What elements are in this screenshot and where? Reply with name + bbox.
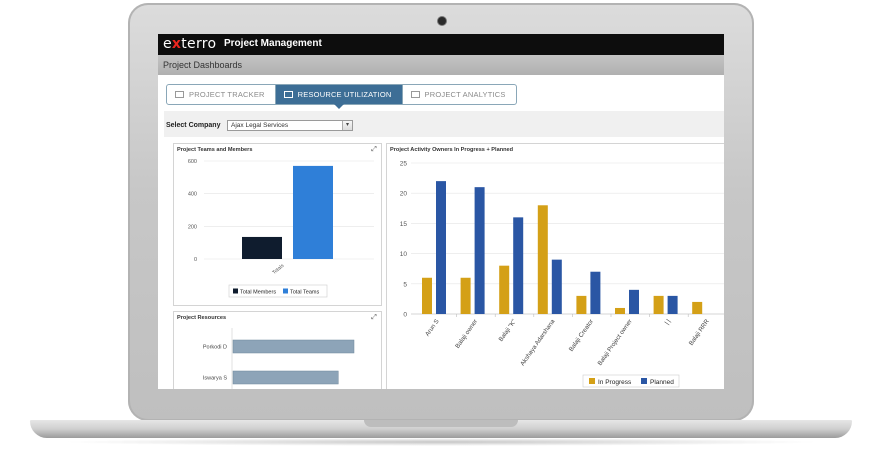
bar-in-progress [576,295,587,314]
dashboard-content: PROJECT TRACKER RESOURCE UTILIZATION PRO… [158,75,724,389]
bar-in-progress [537,205,548,314]
dashboard-tabs: PROJECT TRACKER RESOURCE UTILIZATION PRO… [166,84,517,109]
camera [438,17,446,25]
legend-label: Planned [650,379,674,386]
legend-swatch [233,288,238,294]
bar-planned [436,181,446,314]
tab-project-tracker[interactable]: PROJECT TRACKER [167,85,276,104]
resource-bar [232,370,339,385]
x-tick-label: Balaji "K" [498,318,518,343]
y-tick-label: 5 [403,281,407,288]
panel-teams-members: Project Teams and Members ⤢ 0 200 400 600 To… [173,143,382,306]
bar-planned [551,259,562,314]
legend-swatch [283,288,288,294]
y-tick-label: 400 [188,192,197,198]
app-screen: exterro Project Management Project Dashb… [158,34,724,389]
expand-icon[interactable]: ⤢ [371,314,377,321]
x-tick-label: Akshaya Adarshana [519,318,557,368]
app-title: Project Management [224,38,322,49]
chevron-down-icon[interactable]: ▾ [342,121,352,130]
x-tick-label: | | [664,318,673,326]
bar-planned [667,295,678,314]
panel-activity-owners: Project Activity Owners In Progress + Pl… [386,143,724,389]
analytics-icon [410,91,420,98]
teams-members-chart: 0 200 400 600 Totals Total Members Total Teams [188,159,374,298]
y-tick-label: 0 [194,257,197,263]
y-tick-label: 0 [403,312,407,319]
y-tick-label: 20 [400,191,408,198]
x-tick-label: Balaji Creator [568,318,595,353]
x-tick-label: Balaji Project owner [597,318,634,367]
laptop-base [30,420,852,438]
y-tick-label: 15 [400,221,408,228]
activity-owners-chart: 0 5 10 15 20 25 Arun S Balaji owner Balaji "K" Ak… [400,161,724,388]
app-header: exterro Project Management [158,34,724,55]
bar-in-progress [460,277,471,314]
resource-label: Iswarya S [203,376,227,382]
bar-in-progress [615,307,625,314]
panel-project-resources: Project Resources ⤢ Porkodi D Iswarya S [173,311,382,389]
y-tick-label: 200 [188,224,197,230]
bar-planned [629,289,639,314]
legend-label: In Progress [598,379,632,386]
select-company-label: Select Company [166,122,221,129]
company-select-value: Ajax Legal Services [231,122,289,129]
company-select[interactable]: Ajax Legal Services ▾ [227,120,353,131]
legend-box [228,284,328,298]
legend-swatch [589,378,595,384]
bar-in-progress [692,301,703,314]
bar-planned [513,217,524,314]
legend-swatch [641,378,647,384]
expand-icon[interactable]: ⤢ [371,146,377,153]
x-tick-label: Balaji RRR [688,318,711,347]
bar-planned [474,187,485,314]
laptop-base-notch [364,420,518,427]
bar-total-teams [293,165,333,259]
y-tick-label: 25 [400,161,408,168]
legend-label: Total Teams [290,290,319,296]
panel-title: Project Activity Owners In Progress + Pl… [390,147,514,153]
tab-project-analytics[interactable]: PROJECT ANALYTICS [403,85,516,104]
resource-label: Porkodi D [203,345,227,351]
monitor-icon [283,91,293,98]
page-title: Project Dashboards [163,60,243,70]
bar-planned [590,271,601,314]
y-tick-label: 10 [400,251,408,258]
tab-resource-utilization[interactable]: RESOURCE UTILIZATION [275,85,403,109]
tracker-icon [175,91,184,98]
bar-in-progress [653,295,664,314]
bar-total-members [242,236,282,259]
bar-in-progress [499,265,510,314]
legend-box [582,374,680,388]
panel-title: Project Teams and Members [177,147,253,153]
x-tick-label: Balaji owner [454,318,479,350]
resource-bar [232,339,355,354]
laptop-shadow [60,438,822,446]
subheader: Project Dashboards [158,55,724,75]
exterro-logo[interactable]: exterro [163,36,217,52]
bar-in-progress [422,277,432,314]
panel-title: Project Resources [177,315,227,321]
y-tick-label: 600 [188,159,197,165]
x-tick-label: Totals [271,263,285,276]
x-tick-label: Arun S [424,318,441,338]
project-resources-chart: Porkodi D Iswarya S [203,328,355,389]
legend-label: Total Members [240,290,276,296]
